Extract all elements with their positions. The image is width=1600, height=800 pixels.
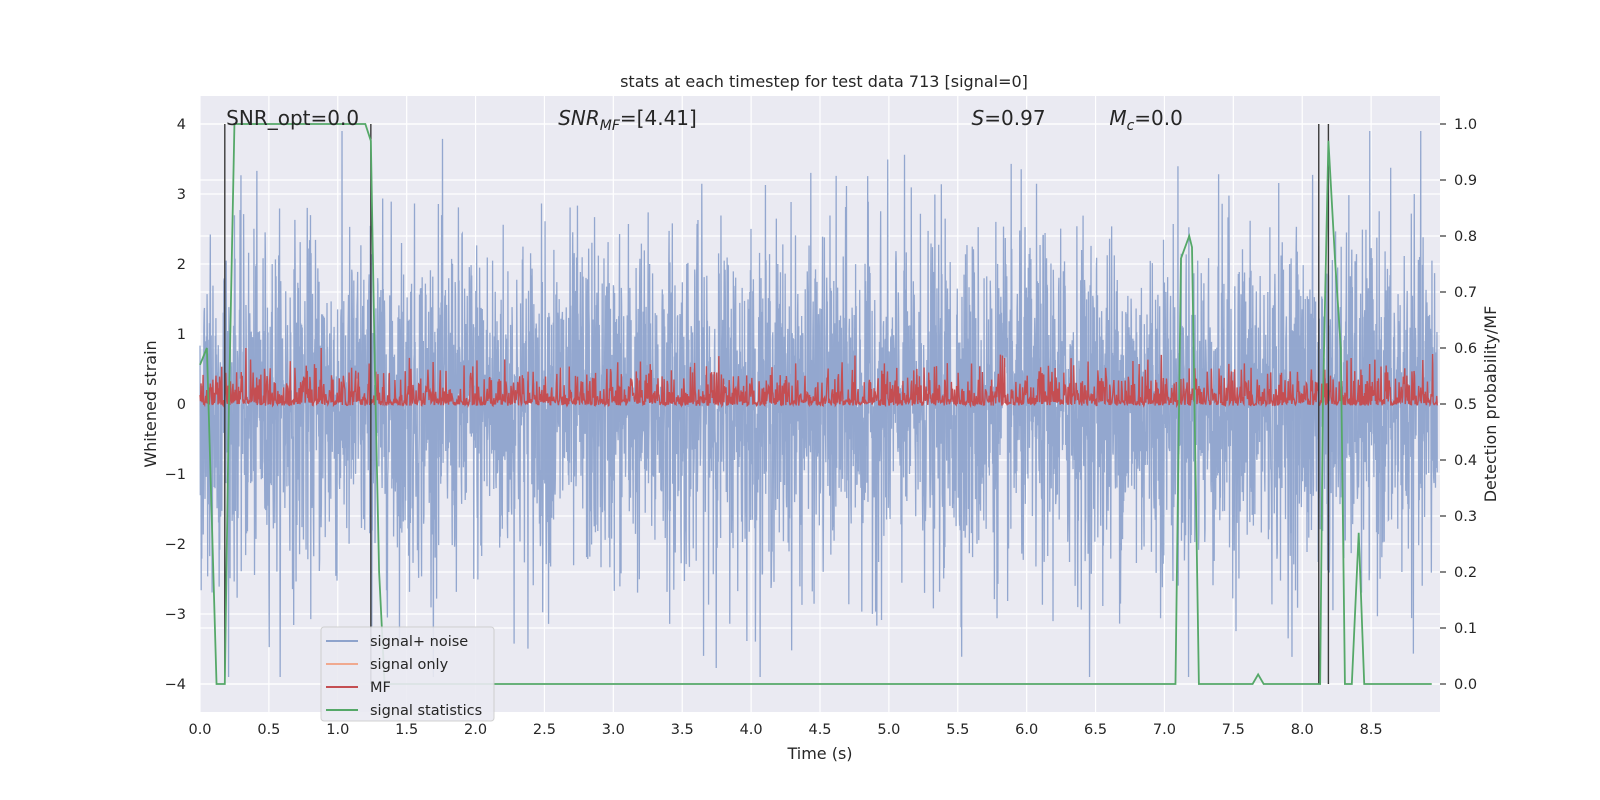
annotation-0: SNR_opt=0.0 — [226, 106, 359, 130]
signal-statistics-series — [199, 123, 1432, 685]
x-tick-label: 3.5 — [671, 722, 694, 738]
y-tick-label-right: 0.6 — [1454, 341, 1477, 357]
legend-item-mf: MF — [326, 680, 391, 696]
annotations: SNR_opt=0.0 SNRMF=[4.41] S=0.97 Mc=0.0 — [226, 106, 1183, 134]
y-axis-left-label: Whitened strain — [141, 340, 160, 467]
y-tick-label-right: 0.5 — [1454, 397, 1477, 413]
legend: signal+ noise signal only MF signal stat… — [320, 626, 495, 722]
y-tick-label-left: −3 — [165, 607, 186, 623]
x-tick-label: 5.0 — [877, 722, 900, 738]
x-tick-label: 5.5 — [946, 722, 969, 738]
y-tick-label-left: −2 — [165, 537, 186, 553]
x-axis-label: Time (s) — [786, 744, 852, 763]
legend-item-signal-only: signal only — [326, 657, 449, 673]
x-tick-label: 6.0 — [1015, 722, 1038, 738]
annotation-1: SNRMF=[4.41] — [558, 106, 697, 134]
y-tick-label-left: 1 — [177, 327, 186, 343]
mf-line — [199, 347, 1438, 409]
y-tick-label-right: 0.2 — [1454, 565, 1477, 581]
x-tick-label: 4.5 — [808, 722, 831, 738]
x-tick-label: 4.0 — [740, 722, 763, 738]
x-tick-label: 6.5 — [1084, 722, 1107, 738]
x-tick-label: 7.5 — [1222, 722, 1245, 738]
y-tick-label-right: 1.0 — [1454, 117, 1477, 133]
x-tick-label: 2.0 — [464, 722, 487, 738]
x-tick-label: 3.0 — [602, 722, 625, 738]
x-tick-label: 0.0 — [188, 722, 211, 738]
y-tick-label-left: −4 — [165, 677, 186, 693]
mf-series — [199, 347, 1438, 409]
y-tick-label-right: 0.8 — [1454, 229, 1477, 245]
x-tick-label: 8.0 — [1291, 722, 1314, 738]
x-axis-ticks: 0.0 0.5 1.0 1.5 2.0 2.5 3.0 3.5 4.0 4.5 5.0 5.5 6.0 6… — [188, 722, 1382, 738]
y-tick-label-left: 2 — [177, 257, 186, 273]
y-tick-label-left: 0 — [177, 397, 186, 413]
legend-item-signal-statistics: signal statistics — [326, 703, 482, 719]
y-axis-left-ticks: −4 −3 −2 −1 0 1 2 3 4 — [165, 117, 186, 693]
legend-label: signal statistics — [370, 703, 482, 719]
annotation-3: Mc=0.0 — [1109, 106, 1183, 134]
x-tick-label: 1.5 — [395, 722, 418, 738]
legend-label: signal+ noise — [370, 634, 468, 650]
y-tick-label-right: 0.1 — [1454, 621, 1477, 637]
y-tick-label-right: 0.3 — [1454, 509, 1477, 525]
y-axis-right-ticks: 0.0 0.1 0.2 0.3 0.4 0.5 0.6 0.7 0.8 0.9 1.0 — [1440, 117, 1477, 693]
y-tick-label-left: −1 — [165, 467, 186, 483]
legend-label: MF — [370, 680, 391, 696]
y-tick-label-right: 0.7 — [1454, 285, 1477, 301]
x-tick-label: 1.0 — [326, 722, 349, 738]
chart-title: stats at each timestep for test data 713… — [620, 72, 1028, 91]
signal-statistics-line — [199, 123, 1432, 685]
legend-item-signal-noise: signal+ noise — [326, 634, 468, 650]
y-tick-label-right: 0.0 — [1454, 677, 1477, 693]
y-tick-label-left: 4 — [177, 117, 186, 133]
y-axis-right-label: Detection probability/MF — [1481, 306, 1500, 503]
y-tick-label-right: 0.9 — [1454, 173, 1477, 189]
legend-label: signal only — [370, 657, 449, 673]
legend-box — [320, 626, 495, 722]
x-tick-label: 8.5 — [1360, 722, 1383, 738]
y-tick-label-left: 3 — [177, 187, 186, 203]
x-tick-label: 7.0 — [1153, 722, 1176, 738]
y-tick-label-right: 0.4 — [1454, 453, 1477, 469]
vertical-markers — [224, 124, 1330, 684]
annotation-2: S=0.97 — [972, 106, 1046, 130]
x-tick-label: 0.5 — [257, 722, 280, 738]
x-tick-label: 2.5 — [533, 722, 556, 738]
